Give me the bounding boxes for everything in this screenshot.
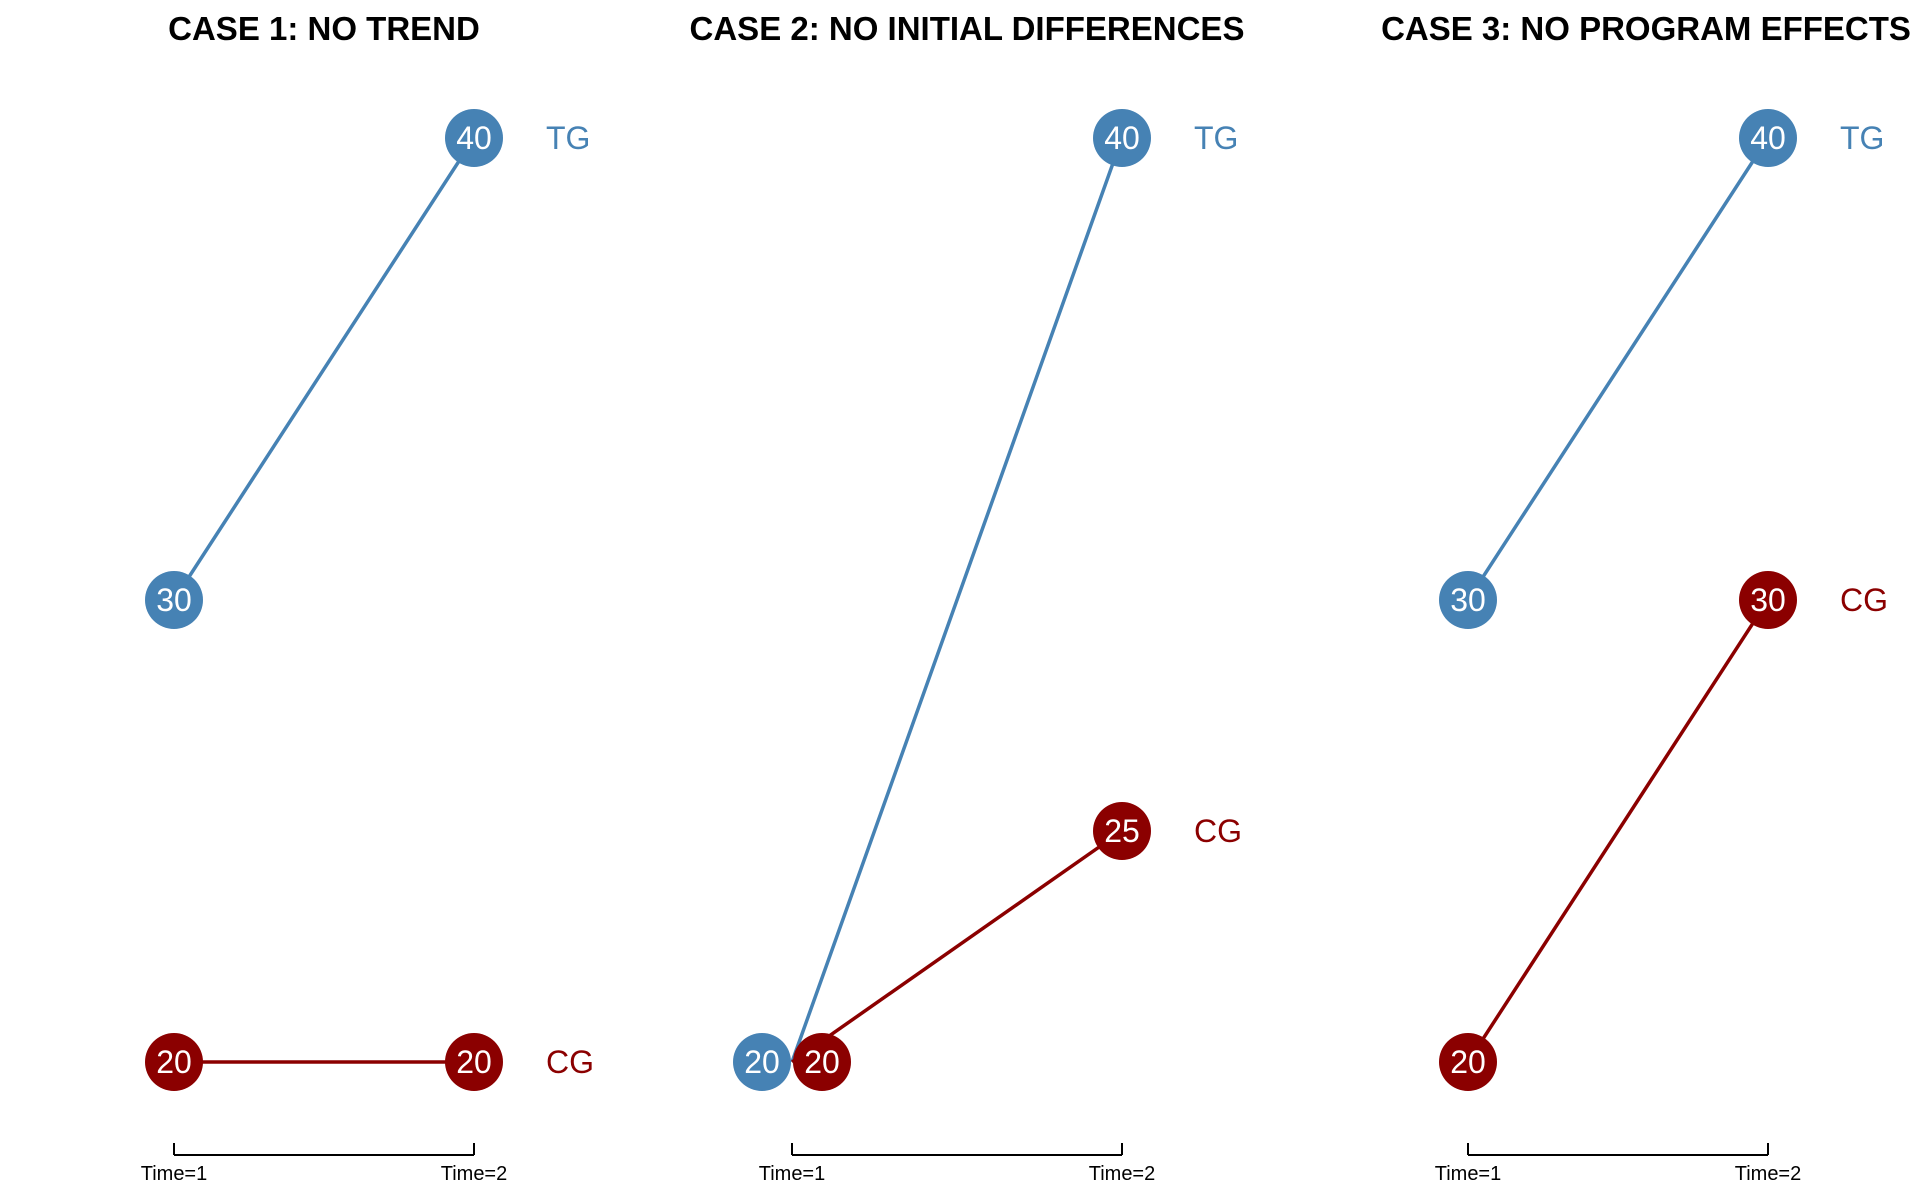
series-line [790, 137, 1124, 1063]
panel-title: CASE 3: NO PROGRAM EFFECTS [1381, 10, 1911, 47]
data-point [1093, 109, 1151, 167]
data-label: 20 [1450, 1044, 1486, 1080]
panel-3: CASE 3: NO PROGRAM EFFECTS Time=1 Time=2 30… [1381, 10, 1911, 1185]
panel-1: CASE 1: NO TREND Time=1 Time=2 30 40 TG 20 20 CG [141, 10, 594, 1185]
series-CG: 20 30 CG [1439, 571, 1888, 1091]
data-point [1739, 109, 1797, 167]
panel-title: CASE 1: NO TREND [168, 10, 480, 47]
series-line [1466, 599, 1770, 1063]
series-name-label: TG [546, 120, 590, 156]
x-tick-label: Time=1 [759, 1163, 826, 1185]
series-CG: 20 25 CG [790, 802, 1242, 1091]
series-name-label: TG [1840, 120, 1884, 156]
series-TG: 30 40 TG [145, 109, 590, 629]
series-line [790, 829, 1124, 1064]
data-point [1439, 571, 1497, 629]
x-tick-label: Time=1 [141, 1163, 208, 1185]
x-tick-label: Time=2 [441, 1163, 508, 1185]
series-TG: 20 40 TG [733, 109, 1238, 1091]
data-label: 40 [1104, 120, 1140, 156]
x-tick-label: Time=2 [1735, 1163, 1802, 1185]
series-name-label: CG [1840, 582, 1888, 618]
data-label: 20 [156, 1044, 192, 1080]
data-point [445, 1033, 503, 1091]
data-label: 30 [156, 582, 192, 618]
series-line [1466, 137, 1770, 601]
series-name-label: CG [1194, 813, 1242, 849]
data-point [1439, 1033, 1497, 1091]
data-label: 20 [804, 1044, 840, 1080]
x-tick-label: Time=2 [1089, 1163, 1156, 1185]
data-point [793, 1033, 851, 1091]
data-label: 30 [1750, 582, 1786, 618]
data-label: 20 [456, 1044, 492, 1080]
data-label: 30 [1450, 582, 1486, 618]
panel-2: CASE 2: NO INITIAL DIFFERENCES Time=1 Time… [690, 10, 1245, 1185]
data-point [445, 109, 503, 167]
data-label: 20 [744, 1044, 780, 1080]
data-point [145, 571, 203, 629]
series-TG: 30 40 TG [1439, 109, 1884, 629]
panel-title: CASE 2: NO INITIAL DIFFERENCES [690, 10, 1245, 47]
data-label: 40 [1750, 120, 1786, 156]
series-name-label: TG [1194, 120, 1238, 156]
data-point [733, 1033, 791, 1091]
series-name-label: CG [546, 1044, 594, 1080]
data-point [1093, 802, 1151, 860]
data-label: 25 [1104, 813, 1140, 849]
series-line [172, 137, 476, 601]
data-point [145, 1033, 203, 1091]
x-tick-label: Time=1 [1435, 1163, 1502, 1185]
data-point [1739, 571, 1797, 629]
data-label: 40 [456, 120, 492, 156]
series-CG: 20 20 CG [145, 1033, 594, 1091]
